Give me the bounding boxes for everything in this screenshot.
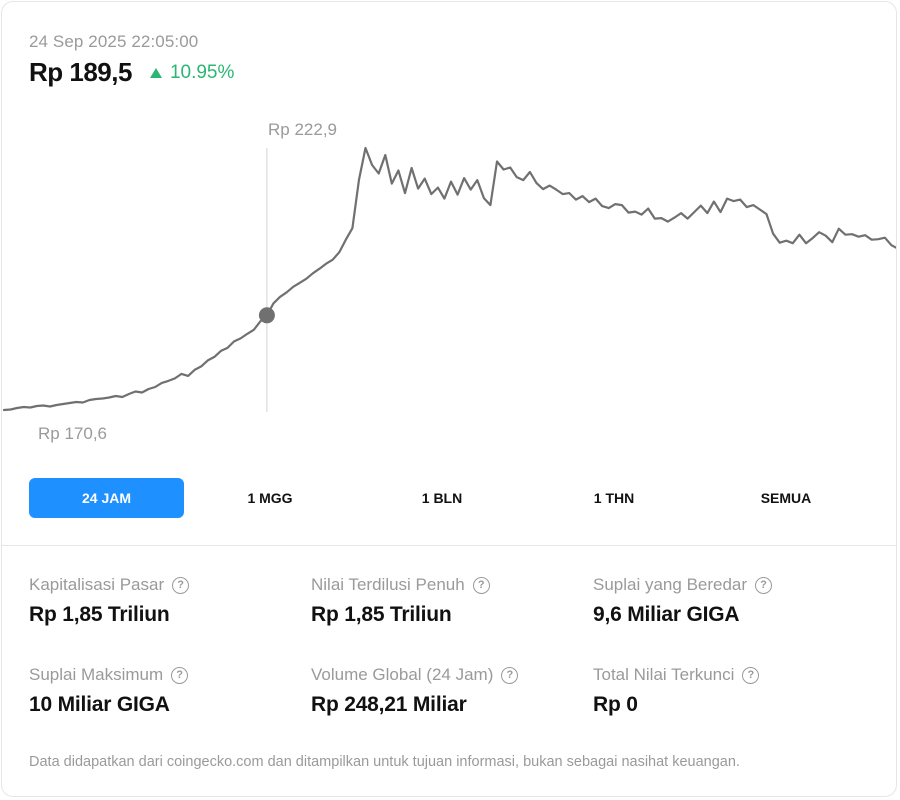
price-chart-svg[interactable] [2,112,897,452]
stat-label: Kapitalisasi Pasar [29,575,165,594]
tab-1-mgg[interactable]: 1 MGG [247,490,293,506]
stat-fully-diluted-value: Nilai Terdilusi Penuh? Rp 1,85 Triliun [311,575,581,627]
chart-series-line [2,146,896,412]
stat-value: 10 Miliar GIGA [29,693,170,716]
stat-global-volume: Volume Global (24 Jam)? Rp 248,21 Miliar [311,665,581,717]
chart-high-label: Rp 222,9 [268,120,337,139]
section-divider [2,545,896,546]
stat-value: 9,6 Miliar GIGA [593,603,740,626]
stat-value: Rp 0 [593,693,638,716]
stat-total-value-locked: Total Nilai Terkunci? Rp 0 [593,665,863,717]
help-icon[interactable]: ? [742,666,760,684]
price-change: 10.95% [149,61,235,84]
stat-value: Rp 1,85 Triliun [29,603,170,626]
current-price: Rp 189,5 [29,57,132,87]
stat-label: Volume Global (24 Jam) [311,665,494,684]
triangle-up-icon [149,67,162,78]
help-icon[interactable]: ? [171,666,189,684]
stat-label: Suplai yang Beredar [593,575,748,594]
price-chart[interactable] [2,112,897,452]
stat-value: Rp 248,21 Miliar [311,693,467,716]
price-row: Rp 189,5 10.95% [29,57,234,88]
stat-value: Rp 1,85 Triliun [311,603,452,626]
help-icon[interactable]: ? [501,666,519,684]
stat-market-cap: Kapitalisasi Pasar? Rp 1,85 Triliun [29,575,299,627]
stat-label: Total Nilai Terkunci [593,665,735,684]
stat-label: Suplai Maksimum [29,665,164,684]
timestamp: 24 Sep 2025 22:05:00 [29,32,199,51]
help-icon[interactable]: ? [472,576,490,594]
price-change-value: 10.95% [169,61,235,83]
chart-low-label: Rp 170,6 [38,424,107,443]
stat-label: Nilai Terdilusi Penuh [311,575,465,594]
tab-1-thn[interactable]: 1 THN [593,490,635,506]
help-icon[interactable]: ? [755,576,773,594]
help-icon[interactable]: ? [172,576,190,594]
tab-24-jam[interactable]: 24 JAM [29,478,184,518]
timeframe-tabs: 24 JAM 1 MGG 1 BLN 1 THN SEMUA [29,478,872,518]
stat-circulating-supply: Suplai yang Beredar? 9,6 Miliar GIGA [593,575,863,627]
tab-1-bln[interactable]: 1 BLN [421,490,463,506]
stat-max-supply: Suplai Maksimum? 10 Miliar GIGA [29,665,299,717]
tab-semua[interactable]: SEMUA [760,490,812,506]
chart-cursor-point[interactable] [258,307,275,324]
footnote-disclaimer: Data didapatkan dari coingecko.com dan d… [29,754,740,770]
